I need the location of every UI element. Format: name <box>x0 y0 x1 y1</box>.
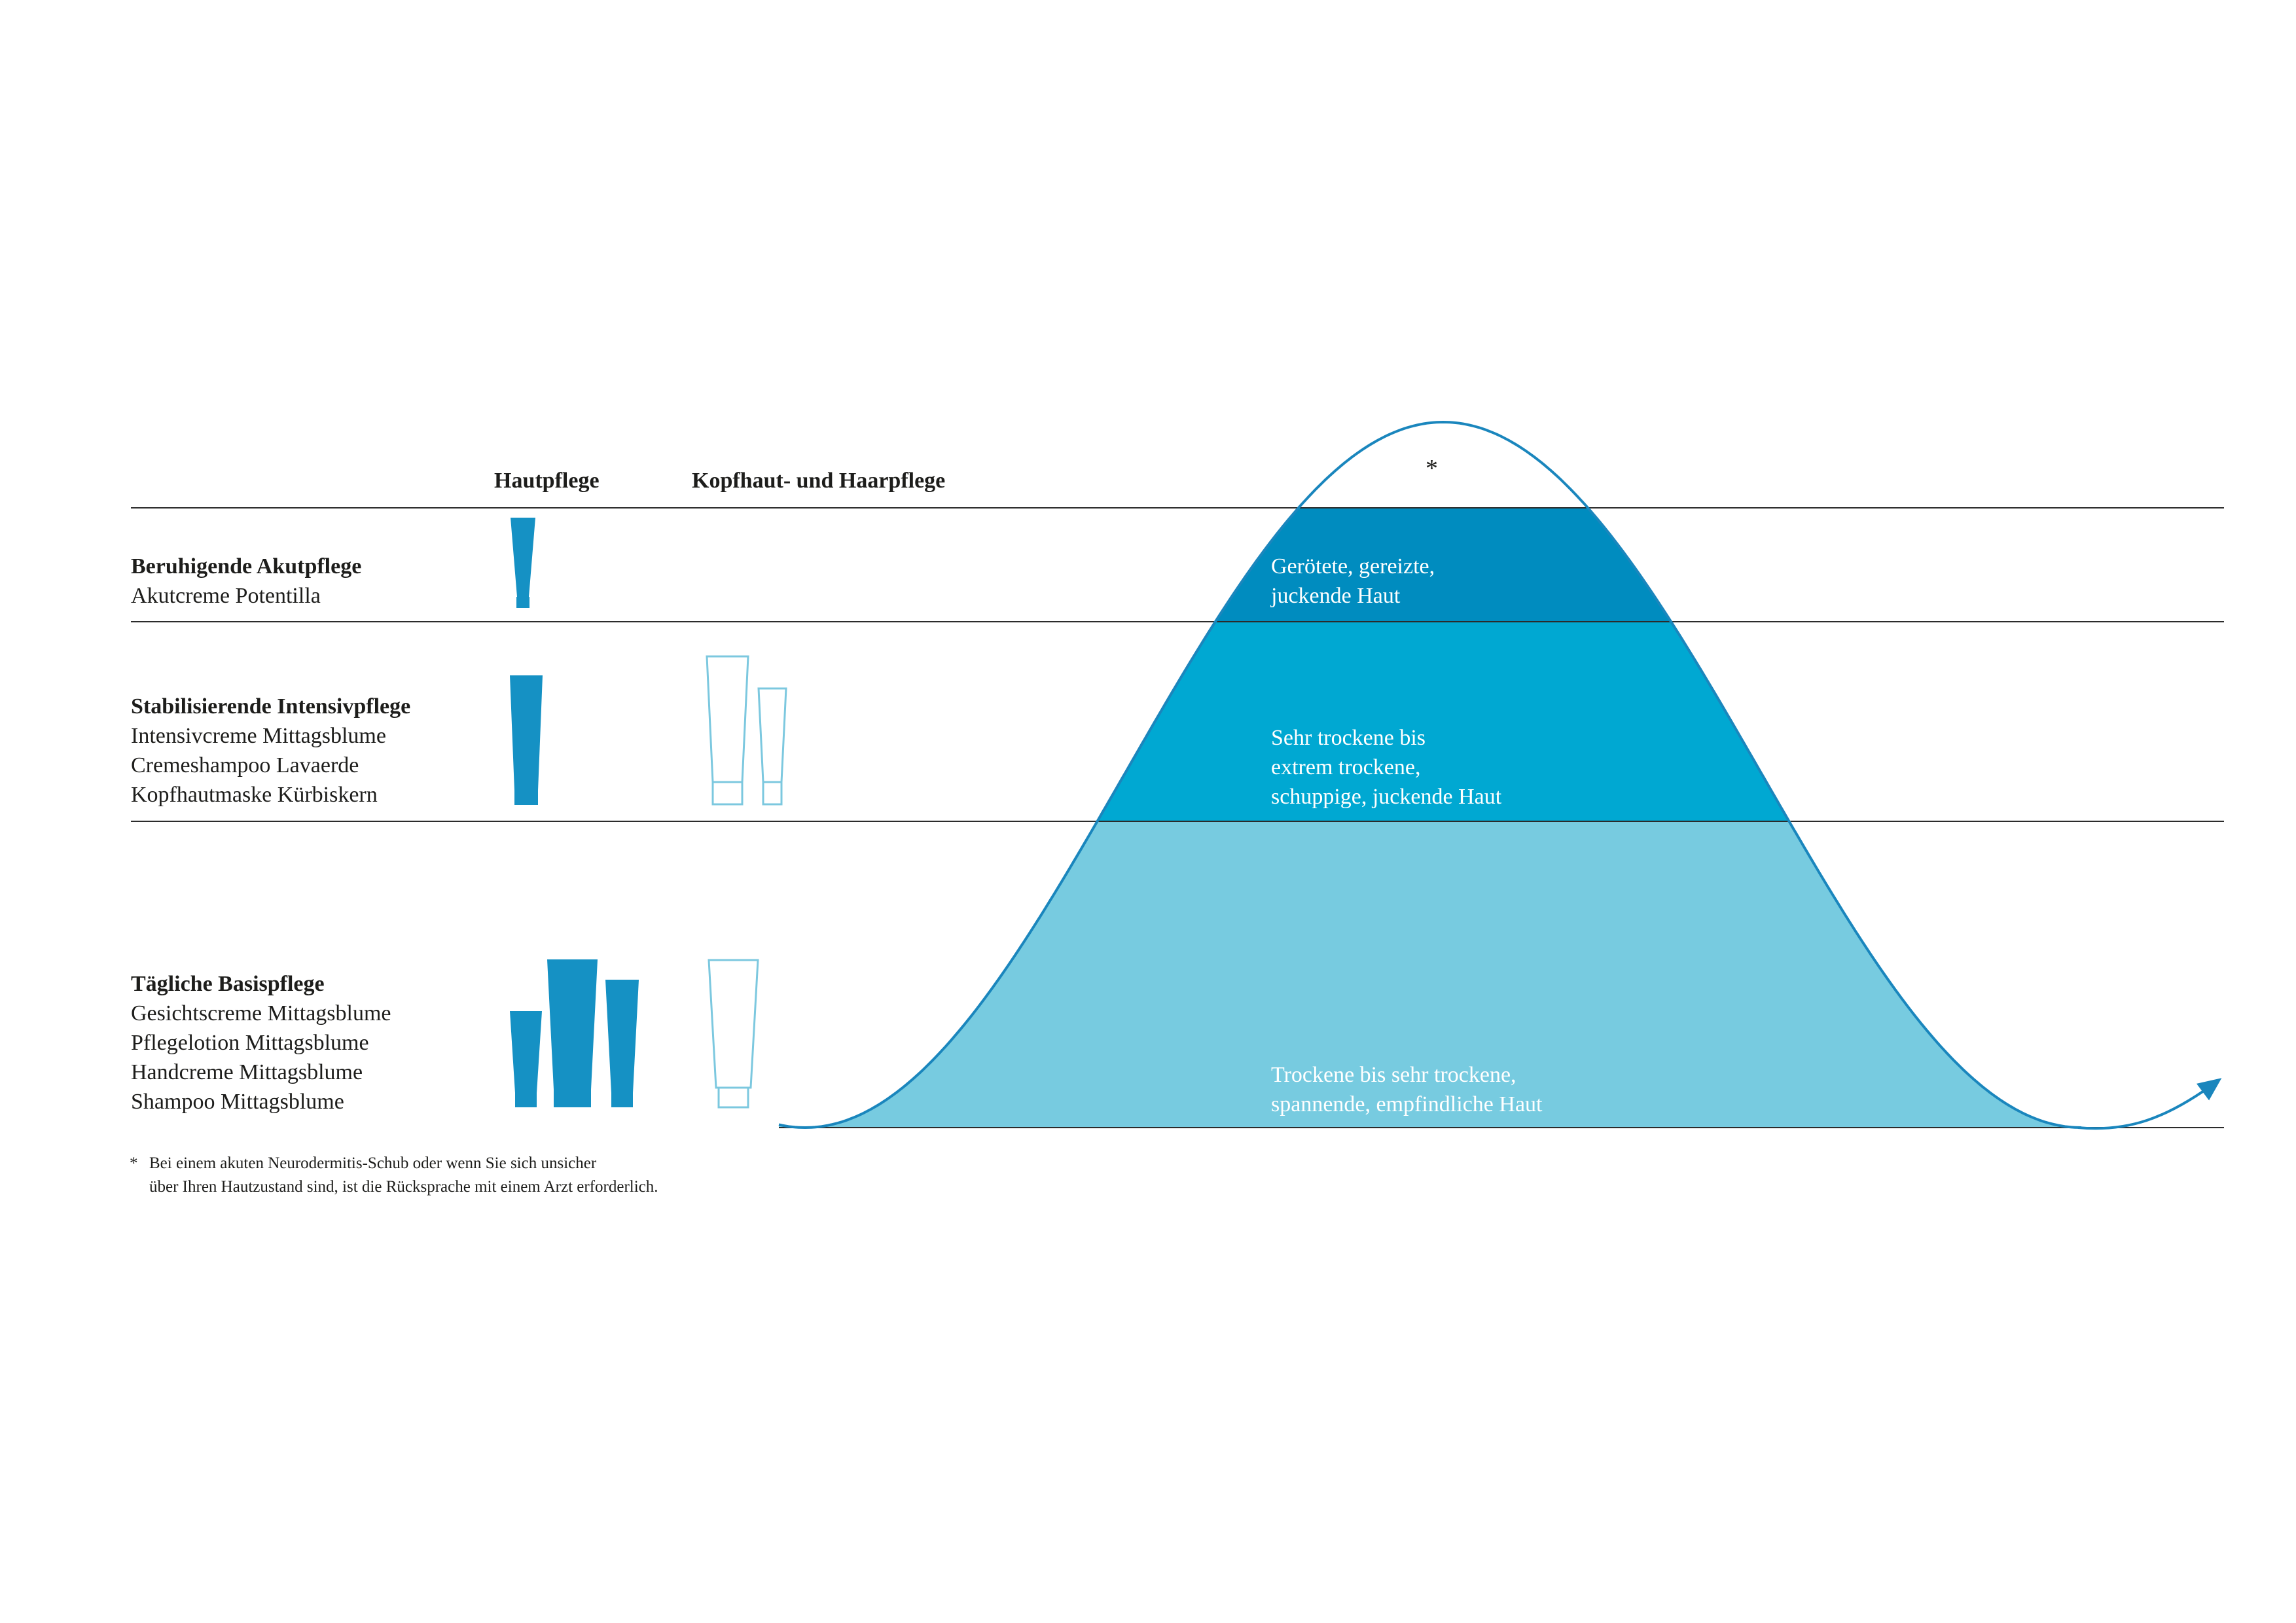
zone-acute-fill <box>1215 508 1672 622</box>
tier-label-acute: Beruhigende Akutpflege Akutcreme Potenti… <box>131 552 361 611</box>
zone-text-acute: Gerötete, gereizte, juckende Haut <box>1271 552 1435 611</box>
zone-text-basic: Trockene bis sehr trockene, spannende, e… <box>1271 1060 1542 1119</box>
column-header-hautpflege: Hautpflege <box>494 469 600 493</box>
tube-shampoo-outline-icon <box>708 959 759 1109</box>
product-name: Intensivcreme Mittagsblume <box>131 724 386 748</box>
product-name: Gesichtscreme Mittagsblume <box>131 1001 391 1026</box>
tube-pflegelotion-icon <box>547 959 598 1107</box>
product-name: Shampoo Mittagsblume <box>131 1090 344 1114</box>
zone-intensive-fill <box>1097 622 1789 821</box>
curve-arrow-tail <box>2077 1078 2222 1130</box>
bell-curve-line <box>778 420 2082 1130</box>
zone-text-line: juckende Haut <box>1271 584 1401 608</box>
tube-intensivcreme-icon <box>510 675 543 805</box>
zone-text-line: Sehr trockene bis <box>1271 726 1426 750</box>
product-name: Cremeshampoo Lavaerde <box>131 753 359 777</box>
tube-akutcreme-icon <box>511 518 535 608</box>
footnote-symbol: * <box>130 1154 138 1172</box>
tier-title: Beruhigende Akutpflege <box>131 554 362 579</box>
tube-kopfhautmaske-outline-icon <box>757 687 787 806</box>
product-name: Handcreme Mittagsblume <box>131 1060 363 1084</box>
tier-title: Stabilisierende Intensivpflege <box>131 694 411 719</box>
footnote-line: über Ihren Hautzustand sind, ist die Rüc… <box>149 1178 658 1196</box>
column-header-kopfhaut-haarpflege: Kopfhaut- und Haarpflege <box>692 469 946 493</box>
footnote: * Bei einem akuten Neurodermitis-Schub od… <box>130 1152 658 1199</box>
tier-label-basic: Tägliche Basispflege Gesichtscreme Mitta… <box>131 969 391 1116</box>
footnote-line: * Bei einem akuten Neurodermitis-Schub od… <box>130 1152 658 1175</box>
zone-text-line: extrem trockene, <box>1271 755 1421 779</box>
zone-basic-fill <box>779 821 2081 1128</box>
zone-text-intensive: Sehr trockene bis extrem trockene, schup… <box>1271 723 1501 812</box>
product-name: Pflegelotion Mittagsblume <box>131 1031 369 1055</box>
tube-gesichtscreme-icon <box>510 1011 542 1107</box>
tube-cremeshampoo-outline-icon <box>706 655 749 806</box>
product-name: Akutcreme Potentilla <box>131 584 321 608</box>
zone-text-line: spannende, empfindliche Haut <box>1271 1092 1543 1116</box>
tier-title: Tägliche Basispflege <box>131 972 325 996</box>
zone-text-line: Trockene bis sehr trockene, <box>1271 1063 1516 1087</box>
zone-text-line: schuppige, juckende Haut <box>1271 785 1502 809</box>
zone-text-line: Gerötete, gereizte, <box>1271 554 1435 579</box>
tube-handcreme-icon <box>605 980 639 1107</box>
peak-marker: * <box>1426 455 1438 482</box>
tier-label-intensive: Stabilisierende Intensivpflege Intensivc… <box>131 692 410 810</box>
product-name: Kopfhautmaske Kürbiskern <box>131 783 378 807</box>
